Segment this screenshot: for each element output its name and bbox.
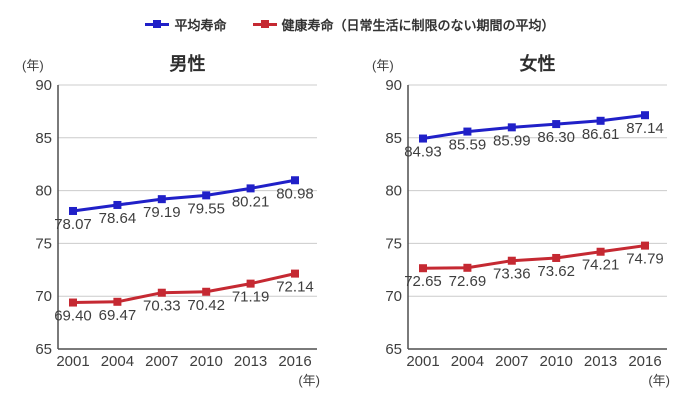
average-life-series: 84.93 85.59 85.99 86.30 86.61 87.14 — [404, 111, 664, 161]
average-life-marker — [463, 127, 472, 136]
male-chart-panel: (年) 男性 90 85 80 75 70 65 2001 2004 2007 2010 2013 2… — [8, 48, 348, 393]
average-life-marker — [113, 200, 122, 209]
average-life-value-label: 79.19 — [143, 204, 181, 221]
x-axis-unit-label: (年) — [298, 373, 320, 388]
healthy-life-marker — [157, 288, 166, 297]
charts-row: (年) 男性 90 85 80 75 70 65 2001 2004 2007 2010 2013 2… — [0, 48, 700, 393]
healthy-life-value-label: 74.21 — [582, 257, 620, 274]
healthy-life-series: 69.40 69.47 70.33 70.42 71.19 72.14 — [54, 269, 314, 325]
healthy-life-marker — [463, 263, 472, 272]
x-tick-label: 2001 — [406, 353, 439, 370]
average-life-series: 78.07 78.64 79.19 79.55 80.21 80.98 — [54, 176, 314, 233]
average-life-legend-marker-icon — [145, 19, 170, 29]
healthy-life-value-label: 74.79 — [626, 251, 664, 268]
x-tick-label: 2010 — [190, 353, 223, 370]
y-tick-label: 80 — [385, 183, 402, 200]
average-life-value-label: 86.30 — [537, 129, 575, 146]
legend-item-average-life: 平均寿命 — [145, 15, 227, 34]
y-tick-label: 70 — [385, 288, 402, 305]
average-life-marker — [291, 176, 299, 185]
average-life-marker — [596, 116, 605, 125]
chart-title-male: 男性 — [169, 54, 206, 74]
legend-item-healthy-life: 健康寿命（日常生活に制限のない期間の平均） — [252, 15, 555, 34]
healthy-life-value-label: 73.36 — [493, 266, 531, 283]
x-tick-label: 2016 — [628, 353, 661, 370]
y-tick-label: 90 — [385, 77, 402, 94]
average-life-marker — [202, 191, 211, 200]
average-life-value-label: 84.93 — [404, 144, 442, 161]
average-life-value-label: 79.55 — [187, 200, 225, 217]
legend-label-healthy-life: 健康寿命（日常生活に制限のない期間の平均） — [281, 17, 555, 33]
y-tick-label: 90 — [35, 77, 52, 94]
average-life-value-label: 78.64 — [99, 210, 137, 227]
y-axis-unit-label: (年) — [22, 58, 44, 73]
x-tick-label: 2016 — [278, 353, 311, 370]
x-tick-label: 2013 — [584, 353, 617, 370]
healthy-life-marker — [246, 279, 255, 288]
y-tick-label: 85 — [385, 130, 402, 147]
average-life-line — [422, 113, 646, 141]
average-life-marker — [507, 123, 516, 132]
x-tick-label: 2007 — [495, 353, 528, 370]
y-tick-label: 70 — [35, 288, 52, 305]
y-tick-label: 65 — [35, 341, 52, 358]
healthy-life-marker — [596, 247, 605, 256]
average-life-value-label: 85.99 — [493, 132, 531, 149]
healthy-life-marker — [507, 256, 516, 265]
y-tick-label: 85 — [35, 130, 52, 147]
healthy-life-value-label: 71.19 — [232, 289, 270, 306]
healthy-life-marker — [113, 297, 122, 306]
healthy-life-marker — [419, 264, 427, 273]
x-axis-unit-label: (年) — [648, 373, 670, 388]
average-life-marker — [419, 134, 427, 143]
healthy-life-series: 72.65 72.69 73.36 73.62 74.21 74.79 — [404, 241, 664, 290]
y-tick-label: 75 — [385, 235, 402, 252]
average-life-line — [72, 178, 296, 213]
legend-label-average-life: 平均寿命 — [174, 17, 227, 33]
y-axis-unit-label: (年) — [372, 58, 394, 73]
average-life-marker — [69, 206, 77, 215]
healthy-life-marker — [202, 287, 211, 296]
average-life-value-label: 80.21 — [232, 193, 270, 210]
average-life-marker — [157, 195, 166, 204]
x-tick-label: 2013 — [234, 353, 267, 370]
healthy-life-value-label: 72.14 — [276, 279, 314, 296]
female-chart-panel: (年) 女性 90 85 80 75 70 65 2001 2004 2007 2010 2013 2… — [358, 48, 698, 393]
y-tick-label: 65 — [385, 341, 402, 358]
healthy-life-value-label: 73.62 — [537, 263, 575, 280]
healthy-life-value-label: 69.40 — [54, 308, 92, 325]
healthy-life-legend-marker-icon — [252, 19, 277, 29]
x-tick-label: 2010 — [540, 353, 573, 370]
healthy-life-marker — [641, 241, 649, 250]
healthy-life-marker — [552, 253, 561, 262]
healthy-life-marker — [69, 298, 77, 307]
x-tick-label: 2004 — [101, 353, 134, 370]
healthy-life-line — [72, 272, 296, 305]
chart-legend: 平均寿命 健康寿命（日常生活に制限のない期間の平均） — [0, 14, 700, 34]
average-life-marker — [641, 111, 649, 120]
healthy-life-marker — [291, 269, 299, 278]
average-life-value-label: 86.61 — [582, 126, 620, 143]
average-life-value-label: 80.98 — [276, 185, 314, 202]
healthy-life-value-label: 70.42 — [187, 297, 225, 314]
average-life-value-label: 87.14 — [626, 120, 664, 137]
chart-title-female: 女性 — [519, 54, 556, 74]
average-life-marker — [552, 120, 561, 129]
x-tick-label: 2007 — [145, 353, 178, 370]
healthy-life-value-label: 69.47 — [99, 307, 137, 324]
healthy-life-value-label: 72.69 — [449, 273, 487, 290]
x-tick-label: 2001 — [56, 353, 89, 370]
y-tick-label: 80 — [35, 183, 52, 200]
healthy-life-value-label: 70.33 — [143, 298, 181, 315]
average-life-marker — [246, 184, 255, 193]
average-life-value-label: 78.07 — [54, 216, 92, 233]
average-life-value-label: 85.59 — [449, 137, 487, 154]
x-tick-label: 2004 — [451, 353, 484, 370]
life-expectancy-figure: 平均寿命 健康寿命（日常生活に制限のない期間の平均） (年) 男性 90 85 80… — [0, 14, 700, 414]
healthy-life-line — [422, 244, 646, 270]
y-tick-label: 75 — [35, 235, 52, 252]
healthy-life-value-label: 72.65 — [404, 273, 442, 290]
